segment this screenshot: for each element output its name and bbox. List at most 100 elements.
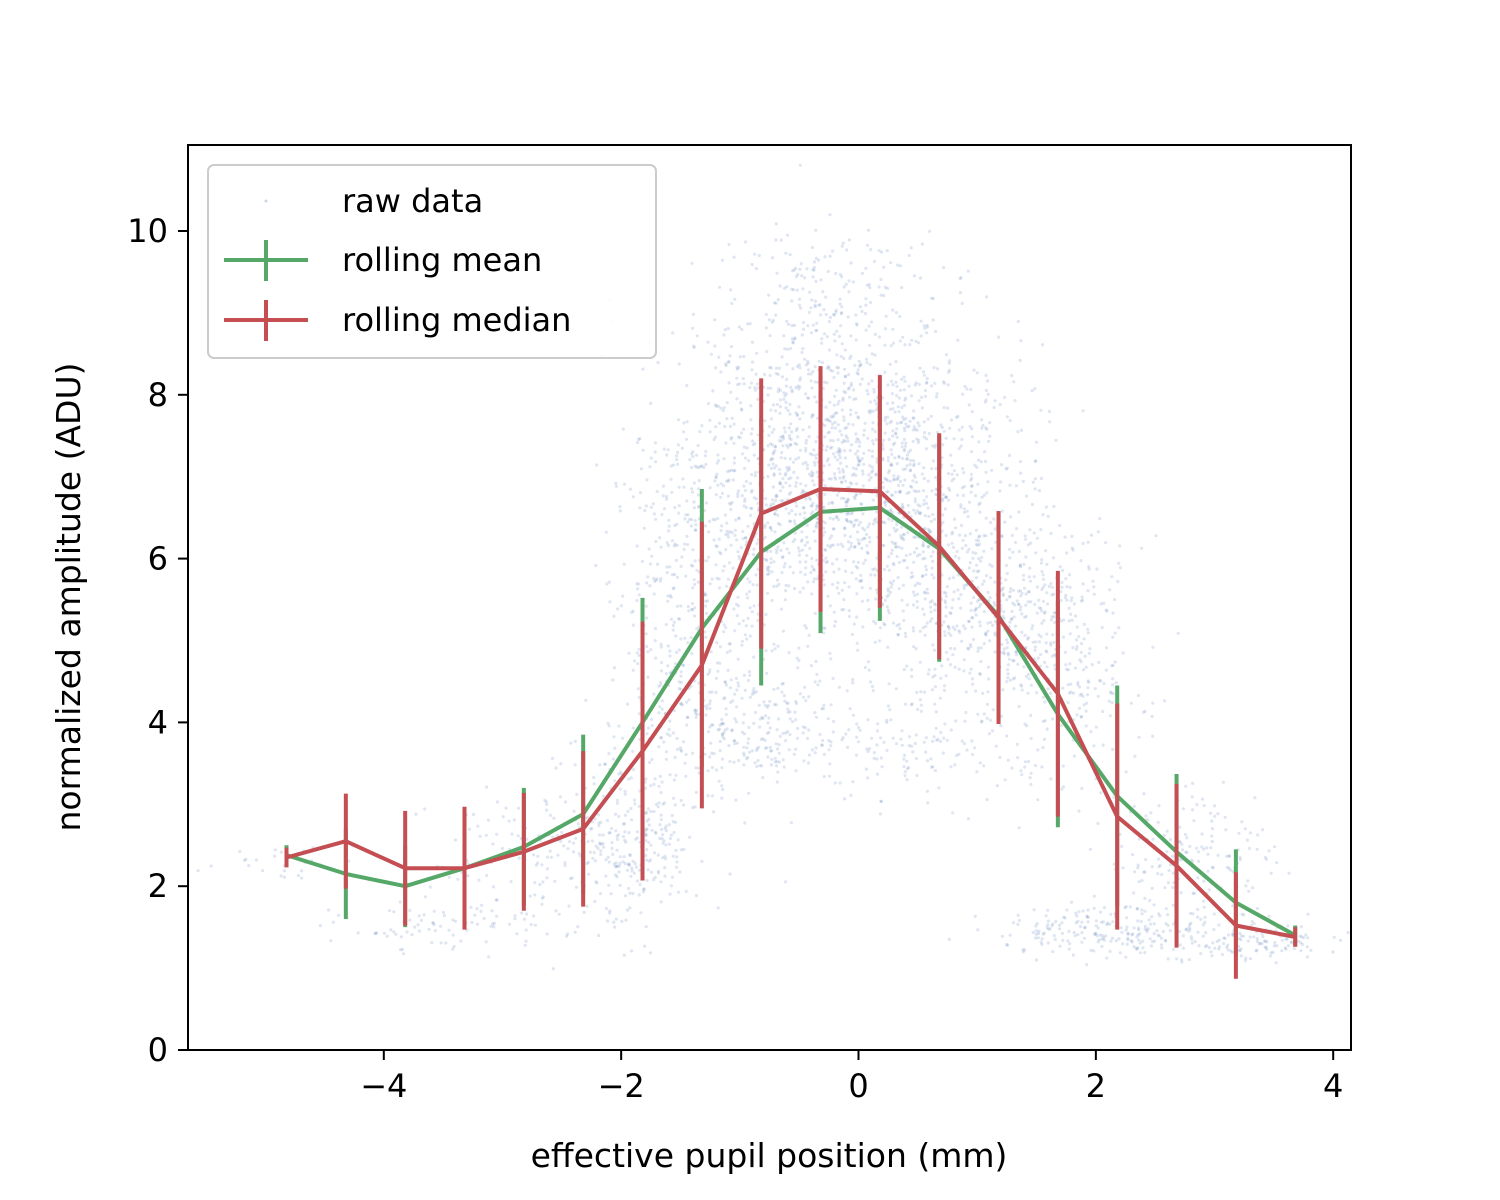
raw-data-point (881, 480, 885, 484)
raw-data-point (984, 534, 988, 538)
raw-data-point (897, 455, 901, 459)
raw-data-point (1143, 924, 1147, 929)
raw-data-point (944, 533, 948, 538)
raw-data-point (717, 586, 722, 590)
raw-data-point (732, 441, 736, 445)
raw-data-point (677, 890, 681, 894)
raw-data-point (1135, 947, 1139, 952)
raw-data-point (710, 723, 714, 727)
raw-data-point (718, 645, 723, 649)
raw-data-point (809, 379, 813, 383)
raw-data-point (585, 904, 589, 908)
raw-data-point (629, 818, 634, 822)
raw-data-point (1275, 861, 1279, 865)
raw-data-point (794, 484, 798, 488)
raw-data-point (922, 498, 926, 502)
raw-data-point (541, 895, 546, 899)
raw-data-point (900, 377, 904, 381)
raw-data-point (964, 690, 968, 694)
raw-data-point (590, 827, 594, 831)
raw-data-point (1039, 635, 1043, 639)
raw-data-point (713, 318, 717, 322)
raw-data-point (941, 751, 945, 755)
raw-data-point (1044, 505, 1048, 509)
raw-data-point (591, 856, 595, 860)
raw-data-point (982, 579, 986, 583)
raw-data-point (645, 819, 649, 823)
raw-data-point (631, 726, 635, 730)
raw-data-point (645, 827, 649, 831)
raw-data-point (941, 513, 945, 517)
raw-data-point (794, 701, 799, 706)
raw-data-point (661, 856, 665, 860)
raw-data-point (1202, 905, 1206, 909)
raw-data-point (773, 756, 777, 760)
raw-data-point (904, 467, 908, 471)
raw-data-point (1187, 958, 1191, 962)
raw-data-point (703, 599, 708, 603)
raw-data-point (1045, 591, 1049, 595)
raw-data-point (1005, 942, 1009, 947)
raw-data-point (810, 245, 815, 250)
raw-data-point (1088, 847, 1092, 851)
raw-data-point (609, 826, 614, 831)
raw-data-point (806, 644, 810, 648)
raw-data-point (920, 395, 924, 399)
raw-data-point (950, 472, 954, 476)
raw-data-point (533, 893, 537, 897)
raw-data-point (892, 542, 896, 546)
raw-data-point (1001, 586, 1005, 590)
raw-data-point (1051, 922, 1055, 926)
raw-data-point (1246, 939, 1250, 943)
raw-data-point (828, 774, 832, 778)
raw-data-point (611, 678, 615, 682)
raw-data-point (1111, 663, 1115, 667)
raw-data-point (934, 475, 938, 480)
raw-data-point (854, 322, 859, 326)
raw-data-point (852, 622, 856, 626)
raw-data-point (898, 388, 903, 392)
raw-data-point (840, 496, 844, 500)
raw-data-point (883, 500, 888, 504)
raw-data-point (950, 463, 954, 467)
raw-data-point (931, 643, 935, 647)
raw-data-point (685, 499, 689, 503)
raw-data-point (563, 863, 567, 868)
raw-data-point (947, 361, 951, 365)
raw-data-point (798, 448, 803, 452)
raw-data-point (776, 545, 780, 549)
raw-data-point (691, 548, 695, 552)
x-tick-label: 4 (1323, 1067, 1343, 1105)
raw-data-point (824, 418, 828, 422)
raw-data-point (740, 730, 745, 734)
raw-data-point (974, 538, 979, 542)
raw-data-point (1141, 946, 1145, 950)
raw-data-point (800, 491, 804, 495)
raw-data-point (618, 855, 622, 859)
raw-data-point (672, 778, 677, 782)
raw-data-point (886, 704, 891, 708)
raw-data-point (704, 449, 708, 454)
raw-data-point (926, 506, 930, 510)
raw-data-point (785, 701, 789, 705)
raw-data-point (697, 493, 701, 497)
raw-data-point (382, 931, 386, 935)
raw-data-point (1082, 703, 1086, 707)
raw-data-point (623, 862, 627, 866)
raw-data-point (780, 571, 784, 575)
raw-data-point (932, 648, 937, 652)
raw-data-point (1039, 476, 1043, 480)
raw-data-point (695, 712, 699, 717)
raw-data-point (1081, 694, 1085, 698)
raw-data-point (854, 492, 859, 496)
raw-data-point (781, 731, 785, 736)
raw-data-point (1094, 924, 1098, 928)
raw-data-point (1216, 812, 1220, 816)
raw-data-point (1299, 949, 1303, 953)
raw-data-point (914, 339, 918, 343)
raw-data-point (1086, 627, 1090, 631)
raw-data-point (1200, 797, 1205, 801)
raw-data-point (915, 690, 919, 695)
raw-data-point (861, 469, 865, 473)
raw-data-point (833, 475, 837, 479)
